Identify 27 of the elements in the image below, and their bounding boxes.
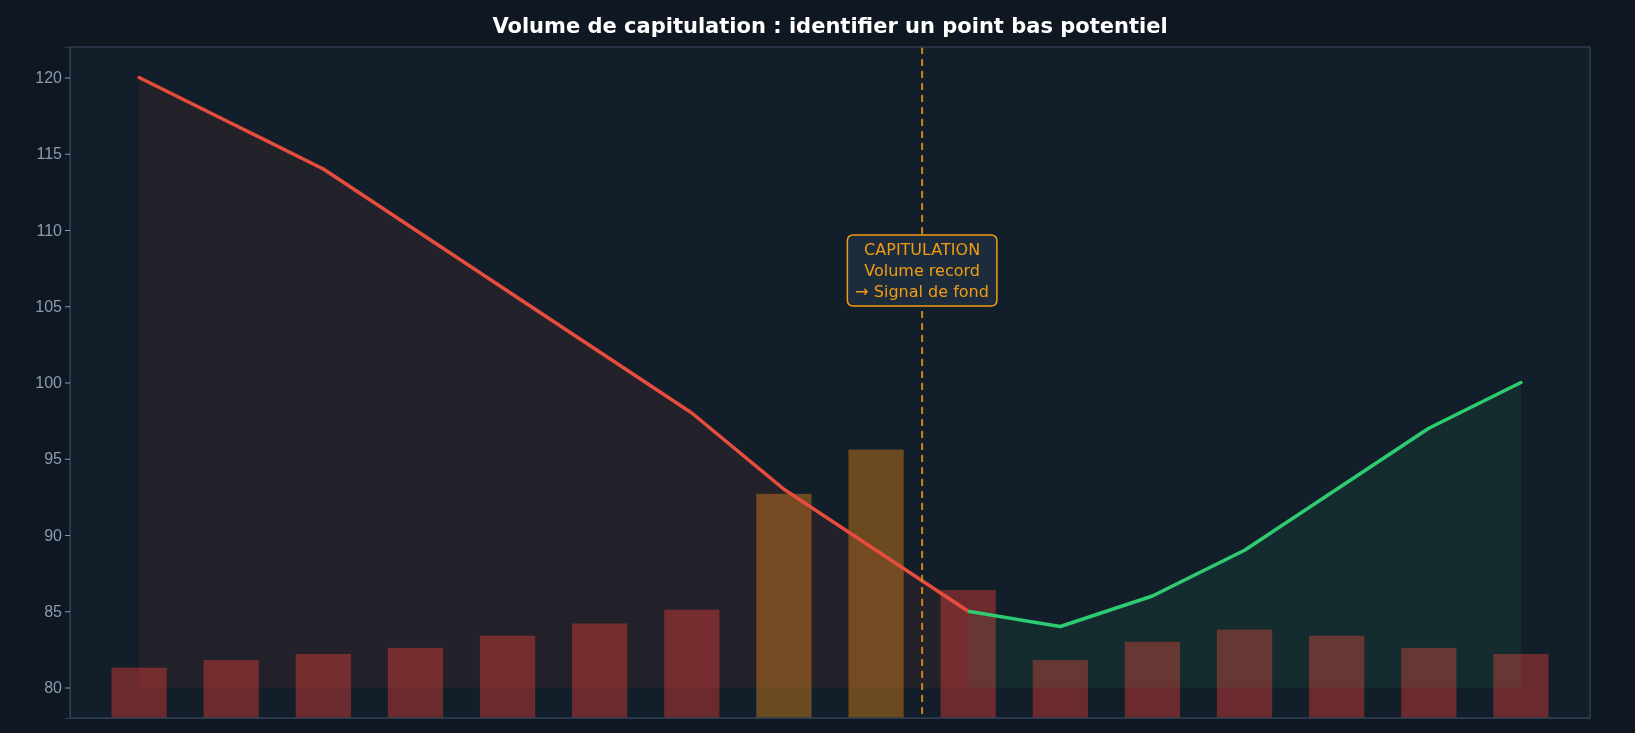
y-tick-label: 100	[35, 374, 63, 392]
bar	[479, 635, 536, 718]
bar	[111, 667, 167, 718]
y-tick-label: 95	[44, 450, 63, 468]
y-tick-label: 85	[44, 602, 63, 620]
bar	[848, 449, 904, 718]
bar	[1124, 641, 1181, 718]
bar	[1493, 653, 1549, 718]
bar	[1216, 629, 1273, 718]
bar	[572, 623, 628, 718]
bar	[756, 493, 812, 718]
bar	[1032, 660, 1088, 718]
y-tick-label: 80	[44, 679, 63, 697]
bar	[1309, 635, 1365, 718]
chart-title: Volume de capitulation : identifier un point bas potentiel	[492, 14, 1168, 38]
y-tick-label: 110	[36, 221, 63, 239]
bar	[1401, 647, 1457, 718]
bar	[940, 589, 996, 718]
bar	[203, 660, 259, 718]
y-tick-label: 105	[35, 297, 63, 315]
annotation: CAPITULATION Volume record → Signal de fond	[855, 240, 989, 302]
bar	[387, 647, 444, 718]
bar	[664, 609, 720, 718]
y-tick-label: 120	[35, 69, 63, 87]
y-tick-label: 90	[44, 526, 63, 544]
y-tick-label: 115	[36, 145, 63, 163]
bar	[295, 653, 351, 718]
